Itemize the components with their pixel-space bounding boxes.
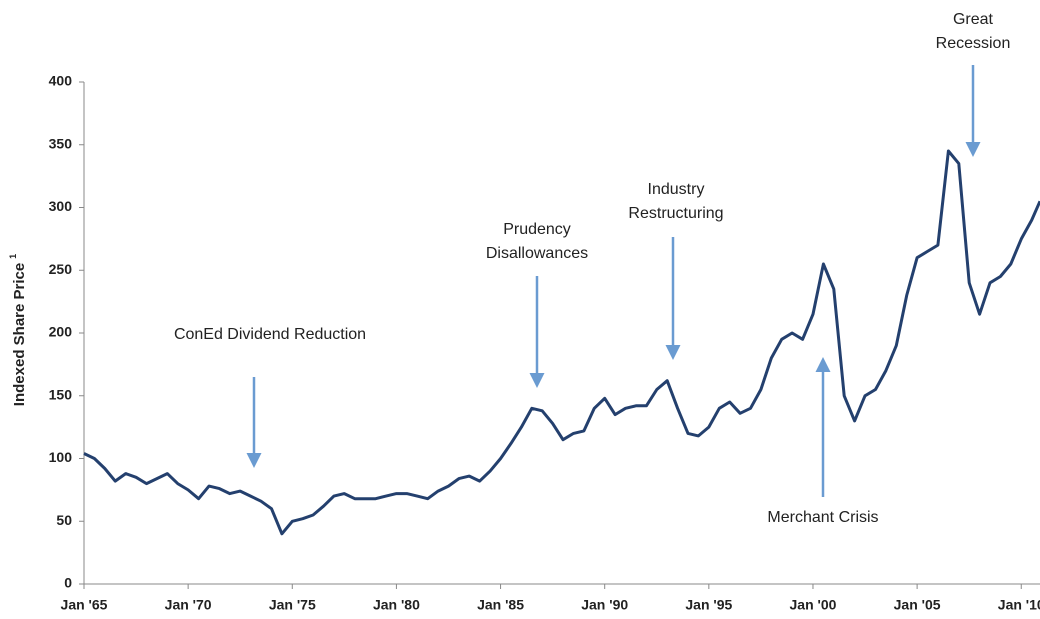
x-tick-label: Jan '80 [373,597,420,613]
x-tick-label: Jan '00 [790,597,837,613]
annotation: Prudency Disallowances [486,221,588,262]
annotation-line: Recession [936,35,1011,52]
y-tick-label: 100 [49,449,73,465]
price-line [83,149,1040,536]
y-tick-label: 50 [56,512,72,528]
annotation: ConEd Dividend Reduction [174,326,366,343]
annotation-line: Industry [648,181,705,198]
annotation-line: ConEd Dividend Reduction [174,326,366,343]
y-tick-label: 350 [49,135,73,151]
y-tick-label: 200 [49,324,73,340]
x-tick-label: Jan '75 [269,597,316,613]
x-tick-label: Jan '05 [894,597,941,613]
annotation: Merchant Crisis [767,509,878,526]
y-axis-title: Indexed Share Price 1 [8,254,28,406]
y-tick-label: 300 [49,198,73,214]
x-tick-label: Jan '85 [477,597,524,613]
y-tick-label: 150 [49,386,73,402]
annotation-line: Merchant Crisis [767,509,878,526]
x-tick-label: Jan '10 [998,597,1040,613]
y-tick-label: 250 [49,261,73,277]
x-tick-label: Jan '90 [581,597,628,613]
y-tick-label: 0 [64,575,72,591]
annotation-line: Prudency [503,221,571,238]
y-axis-title-text: Indexed Share Price [11,263,28,406]
annotation: Industry Restructuring [628,181,723,222]
y-axis-title-note: 1 [8,254,18,259]
x-tick-label: Jan '95 [685,597,732,613]
x-tick-label: Jan '65 [61,597,108,613]
annotation-line: Great [953,11,994,28]
annotation: Great Recession [936,11,1011,52]
annotation-line: Disallowances [486,245,588,262]
annotation-line: Restructuring [628,205,723,222]
y-tick-label: 400 [49,73,73,89]
x-tick-label: Jan '70 [165,597,212,613]
